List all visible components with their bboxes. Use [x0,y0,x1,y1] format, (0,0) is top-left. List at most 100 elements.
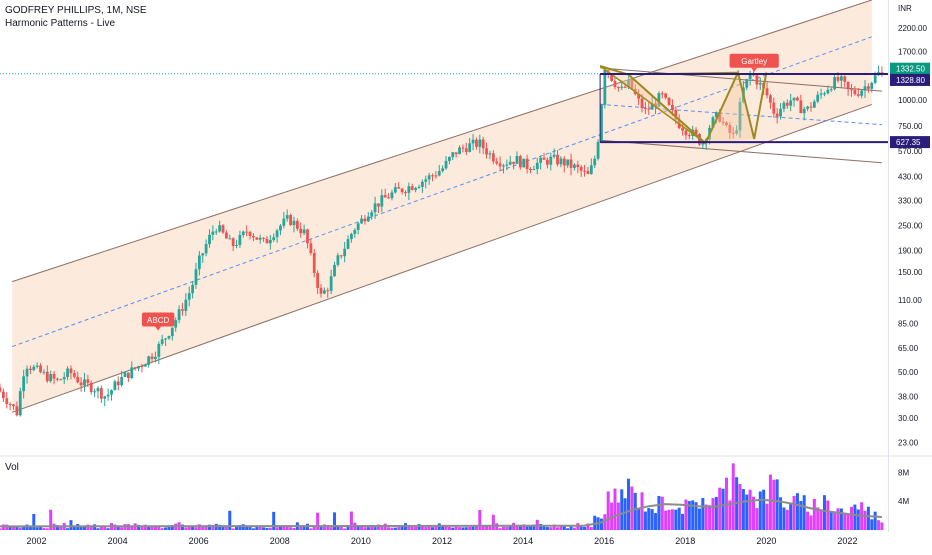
candle-body[interactable] [718,112,722,122]
candle-body[interactable] [160,339,164,344]
candle-body[interactable] [475,139,478,147]
candle-body[interactable] [113,381,117,391]
candle-body[interactable] [687,135,691,137]
candle-body[interactable] [272,237,276,240]
candle-body[interactable] [346,239,350,249]
candle-body[interactable] [238,235,242,246]
candle-body[interactable] [414,187,418,190]
candle-body[interactable] [86,379,90,383]
candle-body[interactable] [89,382,93,393]
candle-body[interactable] [660,93,664,95]
candle-body[interactable] [437,170,441,176]
candle-body[interactable] [721,121,725,123]
candle-body[interactable] [292,220,296,226]
candle-body[interactable] [667,97,671,105]
candle-body[interactable] [360,218,363,224]
candle-body[interactable] [400,188,404,193]
candle-body[interactable] [600,104,603,142]
candle-body[interactable] [643,108,647,110]
range-channel-lower[interactable] [600,139,882,164]
candle-body[interactable] [731,132,735,134]
candle-body[interactable] [15,406,19,416]
candle-body[interactable] [289,215,292,226]
candle-body[interactable] [478,139,482,147]
candle-body[interactable] [150,356,154,360]
candle-body[interactable] [383,195,387,198]
candle-body[interactable] [431,175,434,177]
candle-body[interactable] [748,73,752,80]
candle-body[interactable] [336,255,340,265]
candle-body[interactable] [846,81,850,90]
candle-body[interactable] [197,255,201,270]
candle-body[interactable] [106,394,110,397]
candle-body[interactable] [616,86,620,88]
candle-body[interactable] [407,186,411,193]
candle-body[interactable] [627,79,630,88]
candle-body[interactable] [245,231,249,233]
candle-body[interactable] [535,162,539,170]
candle-body[interactable] [72,373,76,377]
candle-body[interactable] [755,75,759,85]
candle-body[interactable] [735,130,739,134]
candle-body[interactable] [461,147,465,149]
pattern-label-text[interactable]: ABCD [147,316,169,325]
candle-body[interactable] [505,164,509,166]
candle-body[interactable] [322,290,326,294]
candle-body[interactable] [559,158,563,165]
candle-body[interactable] [562,158,566,166]
candle-body[interactable] [481,139,485,149]
candle-body[interactable] [576,164,580,168]
candle-body[interactable] [728,125,732,133]
candle-body[interactable] [154,356,157,360]
candle-body[interactable] [863,86,867,91]
candle-body[interactable] [99,388,103,399]
candle-body[interactable] [765,88,769,96]
candle-body[interactable] [623,86,627,88]
candle-body[interactable] [556,154,559,165]
candle-body[interactable] [133,367,137,369]
candle-body[interactable] [860,90,864,96]
candle-body[interactable] [5,398,9,405]
candle-body[interactable] [488,153,492,155]
candle-body[interactable] [157,343,161,357]
candle-body[interactable] [393,187,397,193]
candle-body[interactable] [66,368,69,378]
candle-body[interactable] [545,159,549,165]
candle-body[interactable] [380,195,384,207]
candle-body[interactable] [826,89,830,94]
candle-body[interactable] [35,365,39,367]
candle-body[interactable] [56,378,59,380]
candle-body[interactable] [295,220,299,229]
candle-body[interactable] [694,129,698,135]
candle-body[interactable] [268,239,272,244]
candle-body[interactable] [775,113,779,117]
candle-body[interactable] [306,229,309,244]
candle-body[interactable] [424,179,428,182]
candle-body[interactable] [552,154,556,157]
candle-body[interactable] [417,186,421,188]
candle-body[interactable] [498,163,502,167]
candle-body[interactable] [339,255,343,257]
candle-body[interactable] [366,216,370,222]
candle-body[interactable] [79,382,83,386]
candle-body[interactable] [8,404,12,406]
candle-body[interactable] [441,168,445,171]
candle-body[interactable] [184,299,188,311]
candle-body[interactable] [782,102,786,109]
candle-body[interactable] [569,159,573,168]
candle-body[interactable] [529,169,532,171]
candle-body[interactable] [69,368,73,374]
candle-body[interactable] [579,167,583,171]
candle-body[interactable] [29,368,32,370]
candle-body[interactable] [25,368,29,377]
candle-body[interactable] [495,161,499,164]
candle-body[interactable] [654,103,657,107]
candle-body[interactable] [93,391,97,393]
candle-body[interactable] [333,264,336,277]
candle-body[interactable] [833,77,837,90]
candle-body[interactable] [518,156,522,168]
candle-body[interactable] [123,372,127,377]
candle-body[interactable] [610,73,613,81]
candle-body[interactable] [39,365,42,373]
